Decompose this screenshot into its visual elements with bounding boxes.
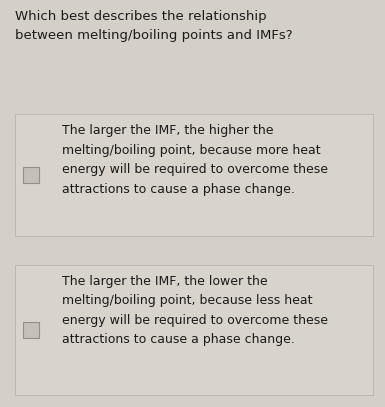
FancyBboxPatch shape [23,167,38,183]
Text: Which best describes the relationship
between melting/boiling points and IMFs?: Which best describes the relationship be… [15,10,293,42]
Text: The larger the IMF, the lower the
melting/boiling point, because less heat
energ: The larger the IMF, the lower the meltin… [62,275,328,346]
FancyBboxPatch shape [23,322,38,338]
FancyBboxPatch shape [15,114,373,236]
Text: The larger the IMF, the higher the
melting/boiling point, because more heat
ener: The larger the IMF, the higher the melti… [62,124,328,196]
FancyBboxPatch shape [15,265,373,395]
